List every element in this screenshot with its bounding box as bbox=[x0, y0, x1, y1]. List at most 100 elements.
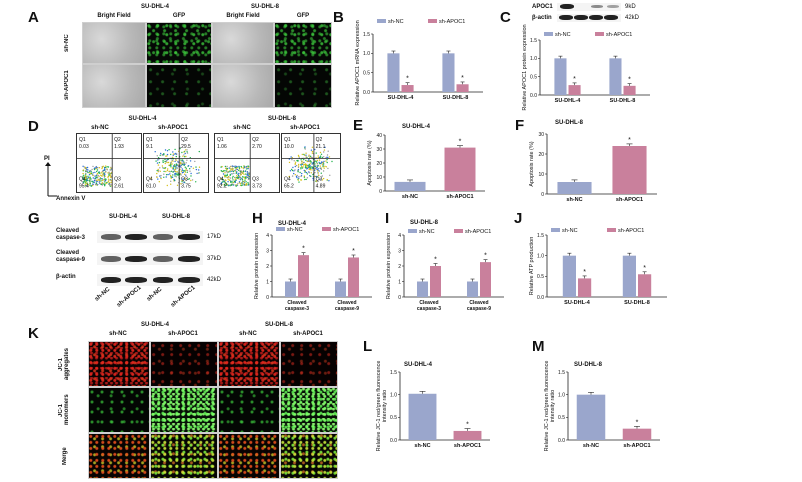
flow-quadrant-text: Q1 bbox=[79, 137, 86, 143]
flow-quadrant-text: 92.2 bbox=[217, 183, 227, 189]
bar-sh-apoc1 bbox=[638, 274, 652, 297]
y-tick-label: 20 bbox=[376, 161, 382, 167]
legend-label-sh-nc: sh-NC bbox=[287, 227, 303, 233]
legend-label-sh-nc: sh-NC bbox=[388, 19, 404, 25]
x-tick-label: sh-NC bbox=[566, 197, 582, 203]
legend-swatch-sh-apoc1 bbox=[428, 19, 437, 23]
y-tick-label: 4 bbox=[398, 233, 401, 239]
panel-k-group-right: SU-DHL-8 bbox=[265, 322, 293, 328]
panel-c-blot-strip-1 bbox=[557, 3, 621, 11]
significance-star: * bbox=[628, 137, 631, 144]
y-tick-label: 1.5 bbox=[363, 32, 370, 38]
panel-d-sub-1: sh-NC bbox=[91, 125, 109, 131]
panel-d-sub-4: sh-APOC1 bbox=[290, 125, 320, 131]
flow-quadrant-text: 4.89 bbox=[316, 183, 326, 189]
x-tick-label: Cleaved bbox=[419, 300, 438, 306]
panel-a-image-bf-2 bbox=[212, 22, 274, 64]
legend-label-sh-apoc1: sh-APOC1 bbox=[333, 227, 359, 233]
panel-g-row-2: Cleaved caspase-9 bbox=[56, 250, 86, 263]
x-tick-label: Cleaved bbox=[287, 300, 306, 306]
y-tick-label: 1 bbox=[266, 279, 269, 285]
x-tick-label: sh-NC bbox=[583, 443, 599, 449]
panel-label-f: F bbox=[515, 117, 525, 134]
panel-g-strip-2 bbox=[97, 253, 203, 265]
x-tick-label: SU-DHL-4 bbox=[555, 98, 582, 104]
y-tick-label: 1 bbox=[398, 279, 401, 285]
legend-label-sh-apoc1: sh-APOC1 bbox=[439, 19, 465, 25]
flow-quadrant-text: 9.1 bbox=[146, 144, 153, 150]
bar-sh-apoc1 bbox=[401, 85, 414, 92]
panel-a-col-1: Bright Field bbox=[97, 13, 131, 19]
bar-sh-nc bbox=[576, 394, 606, 440]
y-tick-label: 0 bbox=[379, 189, 382, 195]
y-axis-title: Relative ATP production bbox=[529, 237, 535, 296]
flow-quadrant-text: Q2 bbox=[114, 137, 121, 143]
y-axis-title: Relative protein expression bbox=[386, 233, 392, 299]
panel-k-group-left: SU-DHL-4 bbox=[141, 322, 169, 328]
y-tick-label: 40 bbox=[376, 133, 382, 139]
panel-k-img-3 bbox=[218, 341, 280, 387]
bar-sh-apoc1 bbox=[623, 85, 636, 95]
y-axis-title: Relative protein expression bbox=[254, 233, 260, 299]
bar-sh-apoc1 bbox=[430, 266, 441, 297]
y-tick-label: 1.0 bbox=[558, 392, 565, 398]
flow-quadrant-text: 1.06 bbox=[217, 144, 227, 150]
panel-c-blot-label-2: β-actin bbox=[532, 15, 552, 21]
panel-g-size-2: 37kD bbox=[207, 256, 222, 262]
bar-sh-apoc1 bbox=[480, 262, 491, 297]
panel-k-col-2: sh-APOC1 bbox=[168, 331, 198, 337]
flow-quadrant-text: 3.73 bbox=[252, 183, 262, 189]
panel-label-g: G bbox=[28, 210, 40, 227]
x-tick-label: caspase-3 bbox=[417, 306, 441, 312]
y-tick-label: 1.0 bbox=[363, 51, 370, 57]
chart-title: SU-DHL-4 bbox=[402, 124, 431, 130]
panel-label-i: I bbox=[385, 210, 390, 227]
panel-label-k: K bbox=[28, 325, 39, 342]
y-tick-label: 0 bbox=[541, 192, 544, 198]
chart-title: SU-DHL-4 bbox=[278, 221, 307, 227]
panel-d-x-axis: Annexin V bbox=[56, 196, 86, 202]
flow-quadrant-text: Q1 bbox=[217, 137, 224, 143]
panel-label-j: J bbox=[514, 210, 523, 227]
flow-quadrant-text: Q1 bbox=[284, 137, 291, 143]
x-tick-label: sh-APOC1 bbox=[454, 443, 481, 449]
x-tick-label: caspase-3 bbox=[285, 306, 309, 312]
panel-d-sub-2: sh-APOC1 bbox=[158, 125, 188, 131]
chart-m: 0.0 0.5 1.0 1.5 Relative JC-1 red/green fluo… bbox=[544, 361, 660, 451]
panel-a-image-bf-1 bbox=[82, 22, 146, 64]
y-tick-label: 30 bbox=[376, 147, 382, 153]
bar-sh-apoc1 bbox=[453, 430, 482, 440]
y-tick-label: 10 bbox=[376, 175, 382, 181]
panel-d-group-right: SU-DHL-8 bbox=[268, 116, 296, 122]
legend-swatch-sh-nc bbox=[276, 227, 285, 231]
y-tick-label: 0 bbox=[398, 295, 401, 301]
significance-star: * bbox=[583, 269, 586, 276]
flow-quadrant-text: 61.0 bbox=[146, 183, 156, 189]
y-tick-label: 2 bbox=[266, 264, 269, 270]
flow-quadrant-text: 65.2 bbox=[284, 183, 294, 189]
flow-plot-1: Q1 0.03 Q2 1.93 Q4 95.4 Q3 2.61 bbox=[76, 133, 142, 193]
significance-star: * bbox=[302, 246, 305, 253]
y-tick-label: 0.5 bbox=[363, 70, 370, 76]
legend-label-sh-apoc1: sh-APOC1 bbox=[465, 229, 491, 235]
bar-sh-nc bbox=[442, 53, 455, 92]
legend-swatch-sh-nc bbox=[551, 228, 560, 232]
significance-star: * bbox=[461, 75, 464, 82]
x-tick-label: sh-APOC1 bbox=[616, 197, 643, 203]
y-tick-label: 0.5 bbox=[390, 415, 397, 421]
flow-quadrant-text: 95.4 bbox=[79, 183, 89, 189]
panel-a-image-bf-4 bbox=[212, 64, 274, 108]
y-axis-title: intensity ratio bbox=[550, 390, 556, 422]
bar-sh-nc bbox=[609, 58, 622, 95]
panel-label-e: E bbox=[353, 117, 364, 134]
bar-sh-apoc1 bbox=[622, 428, 652, 440]
x-tick-label: caspase-9 bbox=[335, 306, 359, 312]
y-tick-label: 2 bbox=[398, 264, 401, 270]
y-axis-title: Relative APOC1 mRNA expression bbox=[355, 20, 361, 105]
y-tick-label: 0.0 bbox=[390, 438, 397, 444]
